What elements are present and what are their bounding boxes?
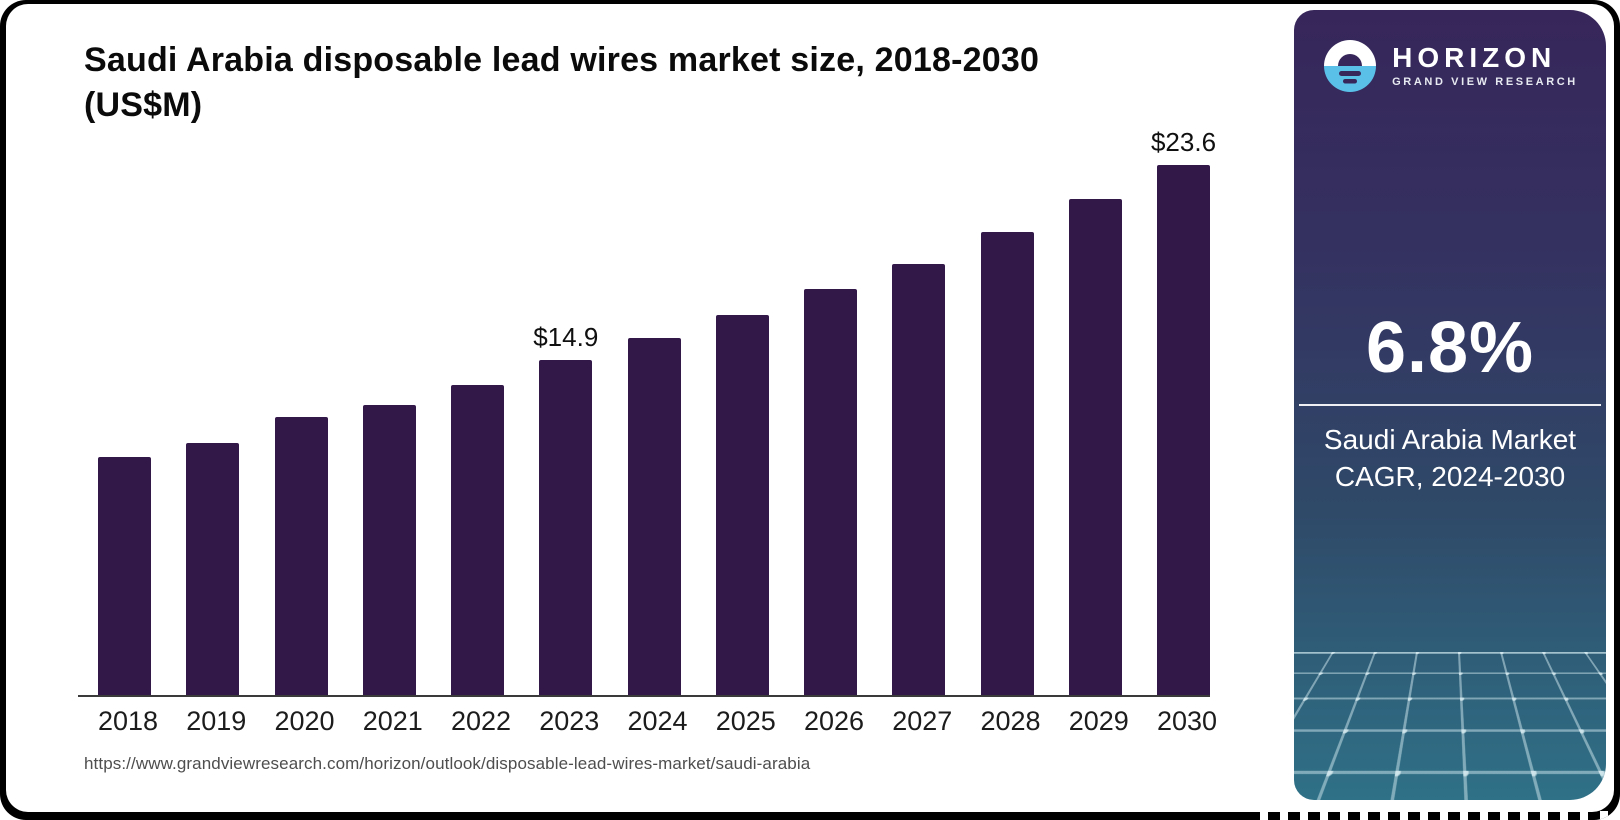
- bar-column-2020: [274, 417, 328, 695]
- bar-chart: $14.9 $23.6 2018 2019 2020 2021 2022 2023 2024 2…: [78, 114, 1218, 737]
- bar-column-2025: [715, 315, 769, 695]
- stat-divider: [1299, 404, 1601, 406]
- bottom-dashes-decoration: [1260, 811, 1612, 820]
- x-tick-2021: 2021: [362, 706, 423, 736]
- bar-2018: [98, 457, 151, 695]
- bar-2019: [186, 443, 240, 695]
- bar-2020: [274, 417, 328, 695]
- bar-column-2026: [804, 289, 857, 695]
- logo-text: HORIZON GRAND VIEW RESEARCH: [1392, 44, 1578, 88]
- x-tick-2026: 2026: [804, 706, 865, 736]
- bar-column-2023: $14.9: [533, 322, 598, 695]
- x-tick-2030: 2030: [1157, 706, 1218, 736]
- bar-column-2018: [98, 457, 151, 695]
- cagr-value: 6.8%: [1365, 308, 1535, 388]
- x-tick-2018: 2018: [98, 706, 159, 736]
- bar-2026: [804, 289, 857, 695]
- x-tick-2025: 2025: [715, 706, 776, 736]
- horizon-sun-icon: [1324, 40, 1377, 92]
- bar-column-2028: [980, 232, 1034, 695]
- bar-column-2024: [627, 338, 681, 695]
- x-tick-2020: 2020: [274, 706, 335, 736]
- wireframe-grid: [1294, 652, 1606, 800]
- cagr-caption: Saudi Arabia Market CAGR, 2024-2030: [1323, 424, 1577, 492]
- x-tick-2019: 2019: [186, 706, 247, 736]
- data-label-2030: $23.6: [1150, 127, 1217, 157]
- bar-column-2030: $23.6: [1151, 127, 1216, 695]
- bar-column-2027: [892, 264, 946, 695]
- bar-column-2029: [1068, 199, 1122, 695]
- bar-column-2022: [451, 385, 504, 695]
- x-tick-2024: 2024: [627, 706, 688, 736]
- bar-2022: [451, 385, 504, 695]
- bar-2029: [1068, 199, 1122, 695]
- x-tick-2029: 2029: [1068, 706, 1129, 736]
- source-url: https://www.grandviewresearch.com/horizo…: [84, 754, 811, 773]
- bar-2028: [980, 232, 1034, 695]
- sidebar-card: HORIZON GRAND VIEW RESEARCH 6.8% Saudi A…: [1294, 10, 1606, 800]
- x-tick-2027: 2027: [892, 706, 953, 736]
- x-axis-labels: 2018 2019 2020 2021 2022 2023 2024 2025 2026 2027…: [78, 706, 1218, 737]
- plot-area: $14.9 $23.6: [78, 114, 1216, 697]
- bar-2024: [627, 338, 681, 695]
- bar-2030: [1157, 165, 1210, 695]
- data-label-2023: $14.9: [533, 322, 599, 352]
- bar-2021: [362, 405, 416, 695]
- cagr-stat: 6.8% Saudi Arabia Market CAGR, 2024-2030: [1294, 312, 1606, 496]
- bar-2025: [715, 315, 769, 695]
- bar-column-2021: [362, 405, 416, 695]
- logo: HORIZON GRAND VIEW RESEARCH: [1294, 38, 1606, 94]
- x-tick-2022: 2022: [451, 706, 512, 736]
- x-tick-2023: 2023: [539, 706, 600, 736]
- bar-2027: [892, 264, 946, 695]
- brand-subtitle: GRAND VIEW RESEARCH: [1392, 76, 1578, 88]
- brand-name: HORIZON: [1392, 42, 1557, 73]
- x-tick-2028: 2028: [980, 706, 1041, 736]
- bar-2023: [539, 360, 593, 695]
- chart-title: Saudi Arabia disposable lead wires marke…: [84, 41, 1040, 124]
- bar-column-2019: [186, 443, 240, 695]
